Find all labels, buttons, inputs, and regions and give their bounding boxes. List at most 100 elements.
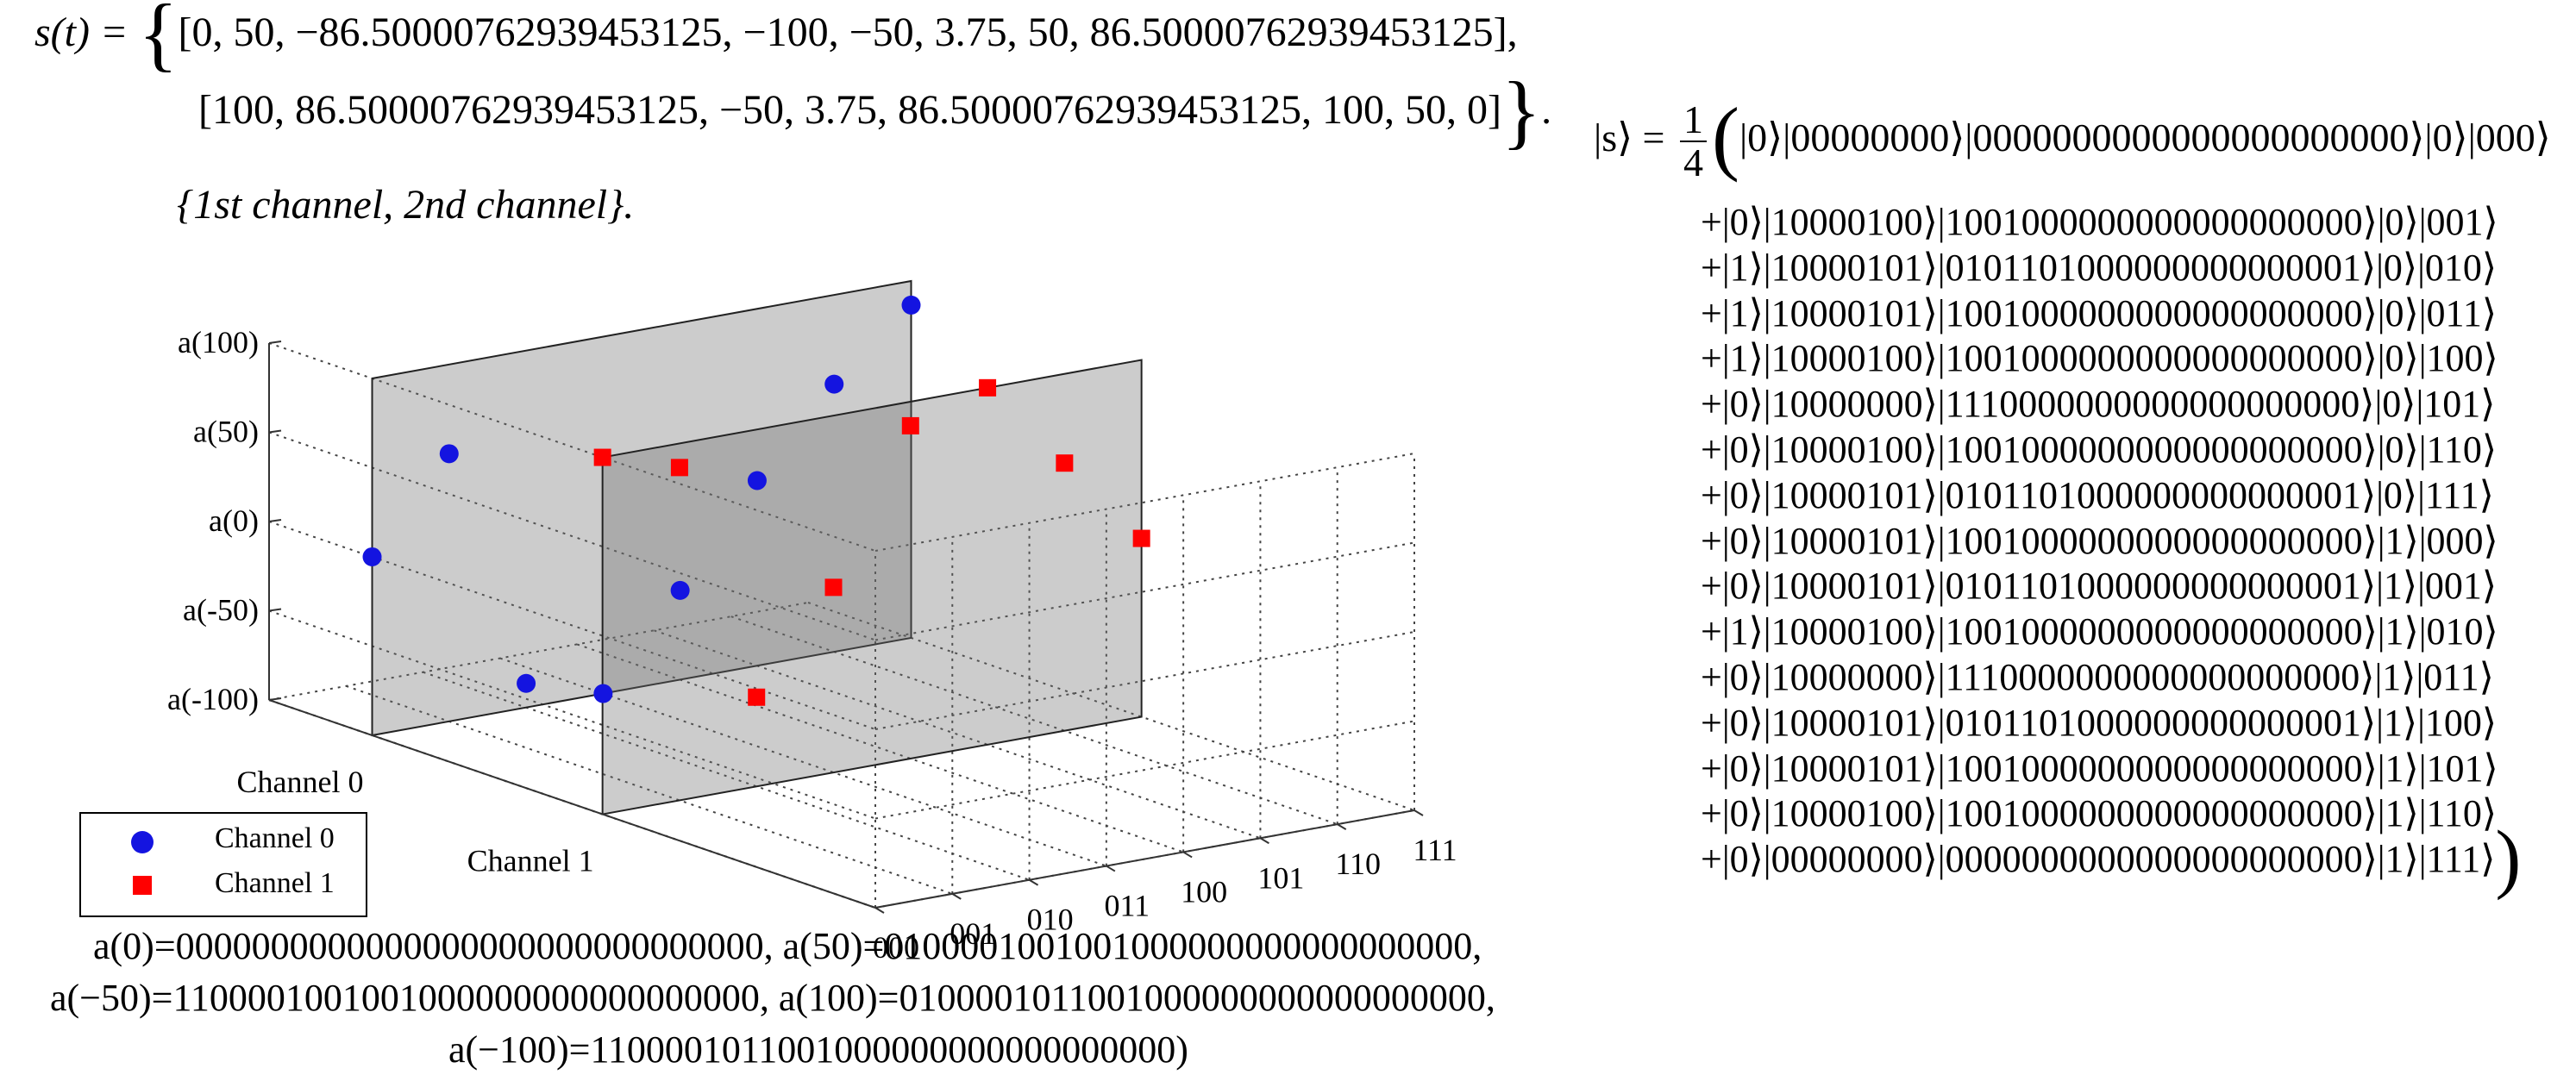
legend-marker-square: [133, 876, 152, 895]
formula-line-1: s(t) = {[0, 50, −86.50000762939453125, −…: [34, 0, 1518, 75]
grid-line: [874, 541, 1415, 641]
channel-1-point: [979, 378, 997, 397]
legend-label: Channel 0: [215, 822, 335, 854]
grid-line: [345, 684, 953, 895]
channel-1-point: [670, 459, 688, 477]
z-tick: [268, 697, 282, 701]
channel-0-point: [362, 547, 382, 566]
ket-term: +|1⟩|10000101⟩|1001000000000000000000⟩|0…: [1701, 291, 2497, 335]
channel-1-point: [824, 578, 843, 597]
x-tick: [951, 892, 962, 900]
z-tick: [268, 608, 282, 612]
x-tick-label: 011: [1105, 889, 1150, 923]
ket-term-text: +|0⟩|00000000⟩|0000000000000000000000⟩|1…: [1701, 838, 2496, 881]
ket-term-text: +|1⟩|10000100⟩|1001000000000000000000⟩|0…: [1701, 337, 2498, 380]
z-tick-label: a(100): [178, 325, 259, 359]
x-tick-label: 010: [1027, 903, 1074, 937]
channel-0-point: [670, 580, 690, 600]
x-tick: [1182, 851, 1193, 859]
z-tick-label: a(0): [209, 503, 259, 538]
z-tick: [268, 429, 282, 434]
z-tick-label: a(50): [193, 415, 259, 449]
x-tick: [874, 907, 885, 914]
ket-term: +|0⟩|10000100⟩|1001000000000000000000⟩|0…: [1701, 428, 2497, 472]
channel-0-point: [824, 374, 844, 394]
grid-line: [268, 521, 876, 730]
ket-term: +|0⟩|10000100⟩|1001000000000000000000⟩|0…: [1701, 200, 2498, 244]
y-category-label: Channel 0: [237, 765, 364, 799]
chart-legend: Channel 0 Channel 1: [79, 812, 367, 917]
grid-line: [268, 609, 876, 820]
grid-line: [874, 631, 1415, 730]
ket-term-text: +|0⟩|10000101⟩|1001000000000000000000⟩|1…: [1701, 747, 2498, 790]
z-tick-label: a(-50): [183, 593, 259, 628]
ket-term-text: +|0⟩|10000101⟩|1001000000000000000000⟩|1…: [1701, 519, 2498, 562]
ket-term-text: +|0⟩|10000100⟩|1001000000000000000000⟩|0…: [1701, 428, 2498, 471]
ket-term: +|0⟩|00000000⟩|0000000000000000000000⟩|1…: [1701, 820, 2521, 897]
formula-line-2: [100, 86.50000762939453125, −50, 3.75, 8…: [198, 70, 1552, 153]
ket-term: +|1⟩|10000101⟩|0101101000000000000001⟩|0…: [1701, 246, 2497, 290]
grid-line: [874, 720, 1415, 820]
grid-line: [730, 615, 1338, 826]
z-tick: [268, 519, 282, 522]
ket-term-text: +|1⟩|10000101⟩|1001000000000000000000⟩|0…: [1701, 291, 2498, 334]
x-tick: [1413, 809, 1424, 816]
encoding-line-2: a(−50)=1100001001001000000000000000000, …: [50, 977, 1495, 1019]
ket-term-text: +|0⟩|10000100⟩|1001000000000000000000⟩|0…: [1701, 201, 2498, 243]
channel-1-plane: [601, 359, 1143, 815]
grid-line: [423, 671, 1030, 881]
ket-term-text: +|0⟩|10000101⟩|0101101000000000000001⟩|0…: [1701, 473, 2494, 516]
x-tick: [1337, 823, 1347, 831]
x-tick-label: 001: [950, 916, 996, 951]
close-brace: }: [1501, 65, 1542, 157]
formula-row-2-suffix: .: [1541, 87, 1552, 133]
ket-term: +|0⟩|10000101⟩|1001000000000000000000⟩|1…: [1701, 747, 2498, 790]
ket-term: +|1⟩|10000100⟩|1001000000000000000000⟩|1…: [1701, 609, 2498, 653]
ket-term: +|0⟩|10000101⟩|0101101000000000000001⟩|0…: [1701, 473, 2494, 517]
open-paren: (: [1712, 90, 1739, 183]
channel-1-point: [593, 448, 611, 466]
s-label: s(t) =: [34, 9, 139, 55]
grid-line: [268, 602, 809, 701]
x-tick: [1106, 865, 1116, 872]
ket-term-text: +|1⟩|10000100⟩|1001000000000000000000⟩|1…: [1701, 610, 2498, 653]
legend-entry-channel-1: Channel 1: [81, 864, 366, 907]
x-tick-label: 101: [1257, 860, 1304, 895]
channel-0-point: [439, 444, 459, 464]
y-category-label: Channel 1: [467, 844, 594, 878]
ket-term: +|0⟩|10000000⟩|1110000000000000000000⟩|1…: [1701, 655, 2494, 699]
legend-entry-channel-0: Channel 0: [81, 819, 366, 862]
x-tick-label: 111: [1413, 833, 1457, 867]
fraction-denominator: 4: [1683, 141, 1703, 185]
ket-term-text: +|0⟩|10000101⟩|0101101000000000000001⟩|1…: [1701, 565, 2498, 608]
grid-line: [654, 629, 1261, 840]
formula-row-1: [0, 50, −86.50000762939453125, −100, −50…: [178, 9, 1518, 55]
ket-term-text: +|0⟩|10000100⟩|1001000000000000000000⟩|1…: [1701, 792, 2498, 835]
z-tick-label: a(-100): [167, 682, 259, 716]
y-axis: [268, 699, 876, 909]
grid-line: [807, 602, 1415, 811]
x-tick-label: 100: [1181, 874, 1227, 909]
ket-term-text: +|0⟩|10000000⟩|1110000000000000000000⟩|1…: [1701, 656, 2494, 698]
encoding-line-1: a(0)=0000000000000000000000000000000, a(…: [93, 925, 1482, 967]
grid-line: [874, 453, 1415, 552]
ket-term: +|1⟩|10000100⟩|1001000000000000000000⟩|0…: [1701, 336, 2498, 380]
formula-row-2: [100, 86.50000762939453125, −50, 3.75, 8…: [198, 87, 1502, 133]
fraction-numerator: 1: [1680, 98, 1707, 143]
ket-term: +|0⟩|10000101⟩|0101101000000000000001⟩|1…: [1701, 564, 2497, 608]
channels-note: {1st channel, 2nd channel}.: [177, 182, 635, 228]
grid-line: [576, 643, 1184, 853]
grid-line: [268, 431, 876, 641]
channel-0-point: [593, 684, 613, 703]
x-tick: [1029, 878, 1039, 886]
close-paren: ): [2495, 815, 2522, 902]
grid-line: [268, 342, 876, 552]
ket-term-text: +|0⟩|10000000⟩|1110000000000000000000⟩|0…: [1701, 383, 2496, 426]
x-tick-label: 000: [873, 930, 919, 965]
z-tick: [268, 341, 282, 344]
channel-0-point: [901, 295, 921, 315]
channel-0-point: [747, 471, 767, 491]
x-tick-label: 110: [1335, 847, 1381, 881]
